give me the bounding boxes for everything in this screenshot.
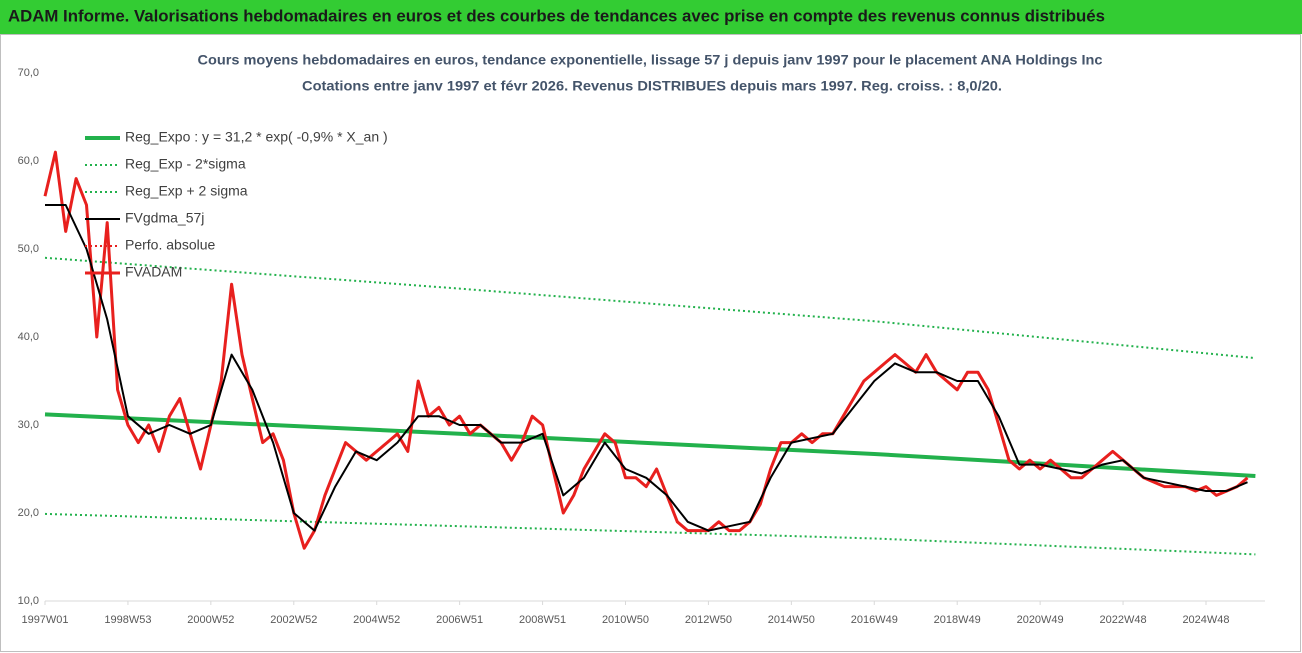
x-tick-label: 2006W51 bbox=[436, 614, 483, 626]
chart-frame bbox=[0, 34, 1301, 652]
x-tick-label: 1997W01 bbox=[21, 614, 68, 626]
y-tick-label: 10,0 bbox=[18, 595, 39, 607]
y-tick-label: 60,0 bbox=[18, 155, 39, 167]
x-tick-label: 2002W52 bbox=[270, 614, 317, 626]
x-tick-label: 2022W48 bbox=[1100, 614, 1147, 626]
series-line bbox=[43, 150, 1249, 550]
y-tick-label: 30,0 bbox=[18, 419, 39, 431]
y-tick-label: 40,0 bbox=[18, 331, 39, 343]
legend-label: Perfo. absolue bbox=[125, 237, 215, 253]
series-line bbox=[44, 412, 1256, 478]
y-tick-label: 70,0 bbox=[18, 67, 39, 79]
series-line bbox=[45, 204, 1248, 532]
chart-subtitle: Cotations entre janv 1997 et févr 2026. … bbox=[302, 78, 1002, 94]
header-title: ADAM Informe. Valorisations hebdomadaire… bbox=[8, 6, 1105, 25]
x-tick-label: 2004W52 bbox=[353, 614, 400, 626]
legend-label: Reg_Exp - 2*sigma bbox=[125, 156, 246, 172]
x-tick-label: 1998W53 bbox=[104, 614, 151, 626]
series-line bbox=[44, 512, 1256, 556]
chart-title: Cours moyens hebdomadaires en euros, ten… bbox=[198, 52, 1103, 68]
header-bar bbox=[0, 0, 1302, 34]
y-tick-label: 50,0 bbox=[18, 243, 39, 255]
x-tick-label: 2016W49 bbox=[851, 614, 898, 626]
x-tick-label: 2014W50 bbox=[768, 614, 815, 626]
x-tick-label: 2000W52 bbox=[187, 614, 234, 626]
x-tick-label: 2008W51 bbox=[519, 614, 566, 626]
x-tick-label: 2018W49 bbox=[934, 614, 981, 626]
x-tick-label: 2024W48 bbox=[1182, 614, 1229, 626]
legend-label: FVADAM bbox=[125, 264, 182, 280]
x-tick-label: 2010W50 bbox=[602, 614, 649, 626]
x-tick-label: 2020W49 bbox=[1017, 614, 1064, 626]
legend-label: Reg_Exp + 2 sigma bbox=[125, 183, 248, 199]
y-tick-label: 20,0 bbox=[18, 507, 39, 519]
legend-label: Reg_Expo : y = 31,2 * exp( -0,9% * X_an … bbox=[125, 129, 388, 145]
x-tick-label: 2012W50 bbox=[685, 614, 732, 626]
legend-label: FVgdma_57j bbox=[125, 210, 204, 226]
